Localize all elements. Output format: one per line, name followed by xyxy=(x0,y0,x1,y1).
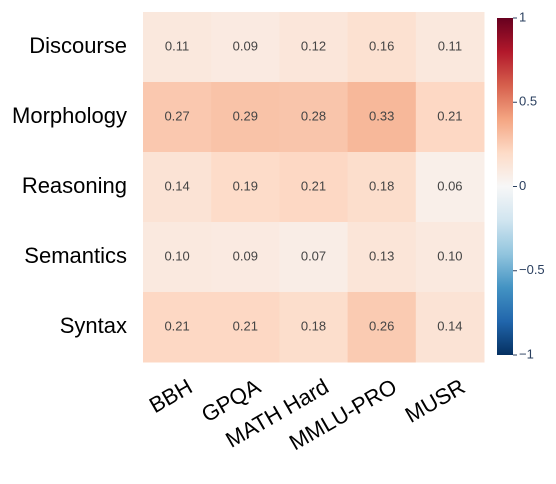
colorbar-tick-label: −1 xyxy=(519,346,534,361)
cell-label: 0.29 xyxy=(233,108,258,123)
heatmap-cell xyxy=(279,292,349,363)
row-label: Syntax xyxy=(60,313,127,338)
heatmap-cell xyxy=(279,12,349,83)
column-label: MUSR xyxy=(401,374,470,428)
colorbar-tick-label: 0.5 xyxy=(519,94,537,109)
cell-label: 0.21 xyxy=(164,318,189,333)
cell-label: 0.09 xyxy=(233,248,258,263)
cell-label: 0.19 xyxy=(233,178,258,193)
row-label: Semantics xyxy=(24,243,127,268)
heatmap-cell xyxy=(143,12,212,83)
cell-label: 0.26 xyxy=(369,318,394,333)
cell-label: 0.33 xyxy=(369,108,394,123)
heatmap-cell xyxy=(211,12,280,83)
cell-label: 0.10 xyxy=(437,248,462,263)
cell-label: 0.11 xyxy=(165,38,189,53)
cell-label: 0.21 xyxy=(301,178,326,193)
cell-label: 0.11 xyxy=(438,38,462,53)
heatmap-cell xyxy=(211,222,280,293)
cell-label: 0.09 xyxy=(233,38,258,53)
heatmap-cell xyxy=(211,82,280,153)
cell-label: 0.12 xyxy=(301,38,326,53)
colorbar-tick-label: −0.5 xyxy=(519,262,545,277)
heatmap-cell xyxy=(143,152,212,223)
cell-label: 0.16 xyxy=(369,38,394,53)
heatmap-cell xyxy=(347,82,417,153)
cell-label: 0.21 xyxy=(233,318,258,333)
cell-label: 0.14 xyxy=(164,178,189,193)
cell-label: 0.10 xyxy=(164,248,189,263)
cell-label: 0.07 xyxy=(301,248,326,263)
heatmap-cell xyxy=(143,82,212,153)
heatmap-cell xyxy=(415,222,485,293)
heatmap-cell xyxy=(347,12,417,83)
heatmap-cell xyxy=(347,152,417,223)
heatmap-cell xyxy=(211,152,280,223)
heatmap-cell xyxy=(415,292,485,363)
cell-label: 0.06 xyxy=(437,178,462,193)
colorbar-tick-label: 1 xyxy=(519,9,526,24)
colorbar-tick-label: 0 xyxy=(519,178,526,193)
heatmap-cell xyxy=(143,292,212,363)
heatmap-cell xyxy=(415,82,485,153)
heatmap-cell xyxy=(279,152,349,223)
heatmap-cell xyxy=(279,82,349,153)
cell-label: 0.14 xyxy=(437,318,462,333)
heatmap-cell xyxy=(211,292,280,363)
cell-label: 0.21 xyxy=(437,108,462,123)
row-label: Reasoning xyxy=(22,173,127,198)
column-label: BBH xyxy=(145,374,197,418)
row-label: Discourse xyxy=(29,33,127,58)
row-label: Morphology xyxy=(12,103,127,128)
heatmap-cell xyxy=(415,152,485,223)
heatmap-cell xyxy=(143,222,212,293)
cell-label: 0.18 xyxy=(301,318,326,333)
heatmap-cell xyxy=(279,222,349,293)
cell-label: 0.13 xyxy=(369,248,394,263)
heatmap-cell xyxy=(415,12,485,83)
cell-label: 0.27 xyxy=(164,108,189,123)
colorbar xyxy=(497,18,513,355)
heatmap-cell xyxy=(347,222,417,293)
heatmap-cell xyxy=(347,292,417,363)
cell-label: 0.28 xyxy=(301,108,326,123)
cell-label: 0.18 xyxy=(369,178,394,193)
